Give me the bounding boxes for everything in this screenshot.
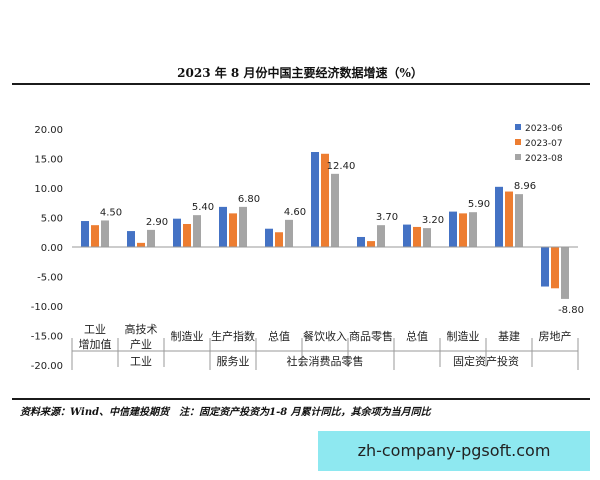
bottom-divider — [12, 398, 590, 400]
legend-label: 2023-07 — [525, 139, 563, 149]
bar-2023-07-4 — [275, 232, 283, 247]
legend-swatch-2023-08 — [515, 154, 521, 160]
bar-2023-08-5 — [331, 173, 339, 247]
y-tick-label: 15.00 — [34, 155, 63, 166]
bar-2023-06-8 — [449, 211, 457, 247]
bar-2023-08-1 — [147, 229, 155, 247]
bar-2023-06-4 — [265, 228, 273, 247]
bar-2023-06-1 — [127, 231, 135, 247]
data-label: -8.80 — [558, 305, 584, 316]
x-category-label: 基建 — [498, 329, 520, 343]
legend-swatch-2023-06 — [515, 124, 521, 130]
top-divider — [12, 83, 590, 85]
x-group-label: 服务业 — [217, 355, 250, 368]
x-category-label: 工业 — [84, 323, 106, 336]
bar-2023-08-6 — [377, 225, 385, 247]
x-category-label: 总值 — [406, 329, 428, 343]
legend-label: 2023-08 — [525, 154, 563, 164]
x-group-label: 工业 — [130, 355, 152, 368]
y-tick-label: 0.00 — [41, 243, 63, 254]
data-label: 5.90 — [468, 199, 490, 210]
bar-2023-07-8 — [459, 213, 467, 247]
data-label: 3.20 — [422, 215, 444, 226]
x-category-label: 总值 — [268, 329, 290, 343]
data-label: 6.80 — [238, 194, 260, 205]
bar-2023-08-3 — [239, 206, 247, 247]
legend-label: 2023-06 — [525, 124, 563, 134]
bar-2023-07-6 — [367, 241, 375, 247]
watermark-banner: zh-company-pgsoft.com — [318, 431, 590, 471]
bar-2023-06-3 — [219, 206, 227, 247]
bar-2023-07-10 — [551, 247, 559, 289]
x-category-label: 房地产 — [539, 329, 572, 343]
bar-2023-08-10 — [561, 247, 569, 299]
source-note: 资料来源：Wind、中信建投期货 注：固定资产投资为1-8 月累计同比，其余项为… — [20, 407, 431, 418]
bar-2023-07-5 — [321, 153, 329, 247]
y-tick-label: -10.00 — [31, 302, 63, 313]
x-category-label: 制造业 — [447, 329, 480, 343]
bar-2023-08-9 — [515, 194, 523, 247]
bar-2023-06-0 — [81, 221, 89, 247]
bar-2023-07-1 — [137, 242, 145, 247]
bar-2023-08-7 — [423, 228, 431, 247]
y-tick-label: 10.00 — [34, 184, 63, 195]
x-category-label: 生产指数 — [211, 329, 255, 343]
bar-2023-06-9 — [495, 186, 503, 247]
data-label: 12.40 — [327, 161, 356, 172]
bar-2023-06-5 — [311, 152, 319, 247]
data-label: 3.70 — [376, 212, 398, 223]
x-category-label: 增加值 — [79, 337, 112, 351]
bar-2023-08-4 — [285, 219, 293, 247]
y-tick-label: -15.00 — [31, 332, 63, 343]
data-label: 5.40 — [192, 202, 214, 213]
x-category-label: 商品零售 — [349, 329, 393, 343]
x-category-label: 餐饮收入 — [303, 329, 347, 343]
y-tick-label: -5.00 — [37, 273, 63, 284]
data-label: 2.90 — [146, 217, 168, 228]
x-group-label: 社会消费品零售 — [287, 354, 364, 368]
x-category-label: 产业 — [130, 337, 152, 351]
y-tick-label: -20.00 — [31, 361, 63, 372]
x-category-label: 制造业 — [171, 329, 204, 343]
bar-2023-08-2 — [193, 215, 201, 247]
bar-2023-07-9 — [505, 191, 513, 247]
bar-2023-06-2 — [173, 218, 181, 247]
y-tick-label: 20.00 — [34, 125, 63, 136]
y-tick-label: 5.00 — [41, 214, 63, 225]
x-group-label: 固定资产投资 — [453, 354, 519, 368]
bar-2023-06-6 — [357, 236, 365, 247]
legend-swatch-2023-07 — [515, 139, 521, 145]
chart-title: 2023 年 8 月份中国主要经济数据增速（%） — [177, 66, 423, 80]
bar-chart: 20.00 15.00 10.00 5.00 0.00 -5.00 -10.00 -15.00… — [31, 124, 584, 372]
bar-2023-07-7 — [413, 226, 421, 247]
bar-2023-06-7 — [403, 224, 411, 247]
bar-2023-07-2 — [183, 223, 191, 247]
bar-2023-07-3 — [229, 213, 237, 247]
x-category-label: 高技术 — [125, 322, 158, 336]
bar-2023-06-10 — [541, 247, 549, 287]
bar-2023-08-0 — [101, 220, 109, 247]
data-label: 4.50 — [100, 207, 122, 218]
data-label: 8.96 — [514, 181, 536, 192]
data-label: 4.60 — [284, 207, 306, 218]
bar-2023-08-8 — [469, 212, 477, 247]
bar-2023-07-0 — [91, 225, 99, 247]
